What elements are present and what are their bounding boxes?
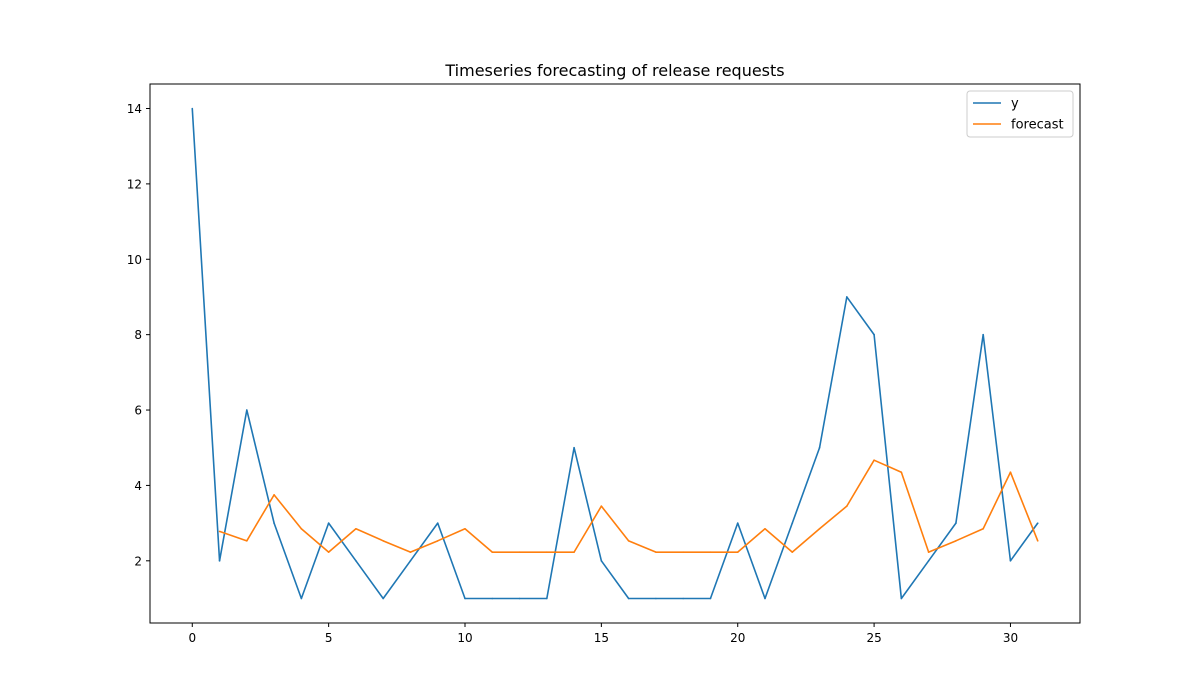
data-point-y-6: [355, 560, 357, 562]
data-point-forecast-0: [218, 530, 221, 533]
data-point-y-25: [873, 333, 875, 336]
x-tick-label: 10: [457, 631, 472, 645]
data-point-forecast-15: [627, 540, 630, 542]
x-tick-label: 5: [325, 631, 333, 645]
data-point-forecast-2: [273, 494, 275, 496]
y-tick-label: 10: [127, 253, 142, 267]
data-point-y-31: [1036, 522, 1039, 524]
data-point-forecast-21: [791, 551, 794, 553]
data-point-y-0: [191, 107, 194, 110]
data-point-forecast-23: [846, 505, 848, 507]
x-tick-label: 25: [866, 631, 881, 645]
data-point-y-11: [491, 597, 494, 600]
data-point-forecast-29: [1009, 471, 1012, 474]
data-point-y-17: [655, 597, 657, 600]
data-point-y-12: [518, 597, 521, 600]
data-point-forecast-18: [709, 551, 712, 553]
data-point-y-29: [982, 333, 984, 336]
data-point-forecast-30: [1036, 540, 1039, 542]
data-point-forecast-1: [246, 540, 248, 542]
data-point-y-10: [464, 597, 466, 600]
data-point-y-14: [573, 446, 575, 449]
y-axis: 2 4 6 8 10 12 14: [127, 102, 150, 568]
legend: y forecast: [966, 90, 1074, 138]
data-point-forecast-27: [955, 540, 957, 542]
data-point-forecast-3: [300, 527, 303, 530]
y-tick-label: 6: [134, 404, 142, 418]
data-point-y-13: [546, 597, 548, 600]
legend-label-y: y: [1011, 97, 1019, 112]
data-point-forecast-12: [546, 551, 548, 553]
y-tick-label: 8: [134, 328, 142, 342]
series-line-y: [191, 108, 1039, 600]
x-tick-label: 15: [594, 631, 609, 645]
data-point-y-18: [682, 597, 684, 600]
data-point-y-1: [218, 560, 221, 562]
data-point-y-19: [709, 597, 712, 600]
data-point-y-4: [300, 597, 303, 600]
data-point-y-28: [955, 522, 957, 524]
data-point-forecast-16: [655, 551, 657, 553]
data-point-y-16: [627, 597, 630, 600]
data-point-y-27: [927, 560, 930, 562]
data-point-y-8: [409, 560, 412, 562]
legend-label-forecast: forecast: [1011, 118, 1064, 133]
data-point-forecast-9: [464, 527, 466, 530]
data-point-forecast-19: [736, 551, 739, 553]
y-tick-label: 12: [127, 177, 142, 191]
data-point-forecast-20: [764, 527, 766, 530]
data-point-y-9: [436, 522, 439, 524]
data-point-forecast-26: [927, 551, 930, 553]
data-point-forecast-14: [600, 505, 603, 507]
series-line-forecast: [219, 459, 1039, 553]
x-tick-label: 0: [188, 631, 196, 645]
data-point-y-3: [273, 522, 275, 524]
y-tick-label: 14: [127, 102, 142, 116]
data-point-y-20: [736, 522, 739, 524]
plot-area: [191, 107, 1039, 600]
data-point-y-7: [382, 597, 384, 600]
data-point-forecast-8: [436, 540, 439, 542]
data-point-forecast-6: [382, 540, 384, 542]
data-point-forecast-28: [982, 527, 984, 530]
data-point-y-21: [764, 597, 766, 600]
data-point-y-30: [1009, 560, 1012, 562]
data-point-y-22: [791, 522, 794, 524]
data-point-forecast-7: [409, 551, 412, 553]
data-point-forecast-5: [355, 527, 357, 530]
data-point-forecast-13: [573, 551, 575, 553]
y-tick-label: 4: [134, 479, 142, 493]
data-point-forecast-10: [491, 551, 494, 553]
chart-title: Timeseries forecasting of release reques…: [444, 61, 784, 80]
data-point-forecast-24: [873, 459, 875, 461]
data-point-y-15: [600, 560, 603, 562]
data-point-y-2: [246, 409, 248, 411]
data-point-y-26: [900, 597, 903, 600]
data-point-forecast-22: [818, 527, 821, 530]
x-tick-label: 30: [1003, 631, 1018, 645]
data-point-y-24: [846, 296, 848, 298]
axes-frame: [149, 83, 1081, 624]
x-axis: 0 5 10 15 20 25 30: [188, 623, 1018, 645]
data-point-y-5: [327, 522, 330, 524]
data-point-forecast-25: [900, 471, 903, 474]
data-point-y-23: [818, 446, 821, 449]
data-point-forecast-4: [327, 551, 330, 553]
data-point-forecast-11: [518, 551, 521, 553]
y-tick-label: 2: [134, 554, 142, 568]
x-tick-label: 20: [730, 631, 745, 645]
data-point-forecast-17: [682, 551, 684, 553]
